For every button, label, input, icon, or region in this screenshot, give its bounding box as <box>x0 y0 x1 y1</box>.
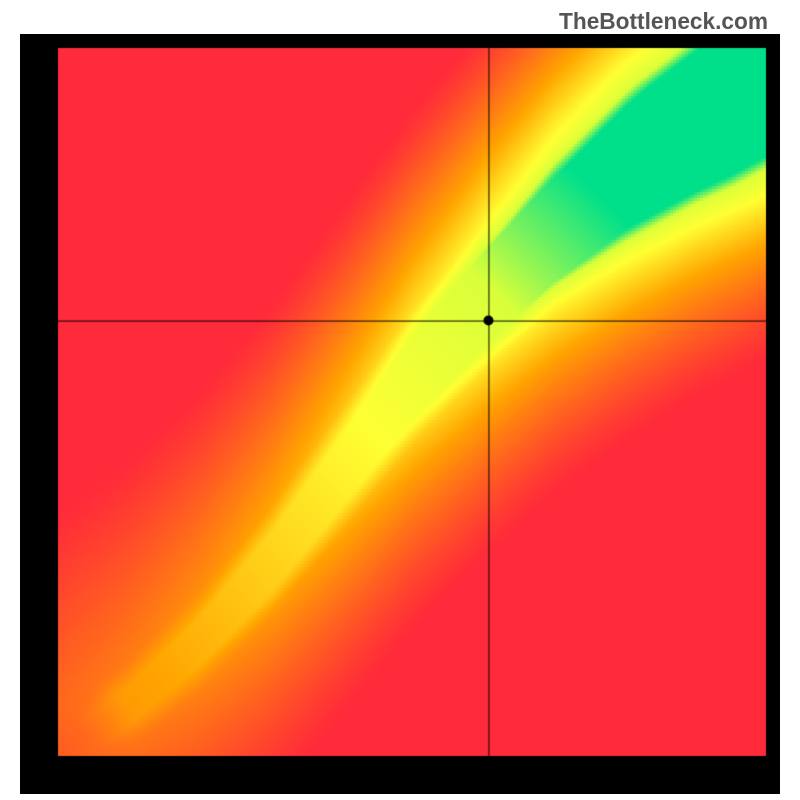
watermark-text: TheBottleneck.com <box>559 8 768 35</box>
crosshair-overlay <box>20 34 780 794</box>
heatmap-frame <box>20 34 780 794</box>
